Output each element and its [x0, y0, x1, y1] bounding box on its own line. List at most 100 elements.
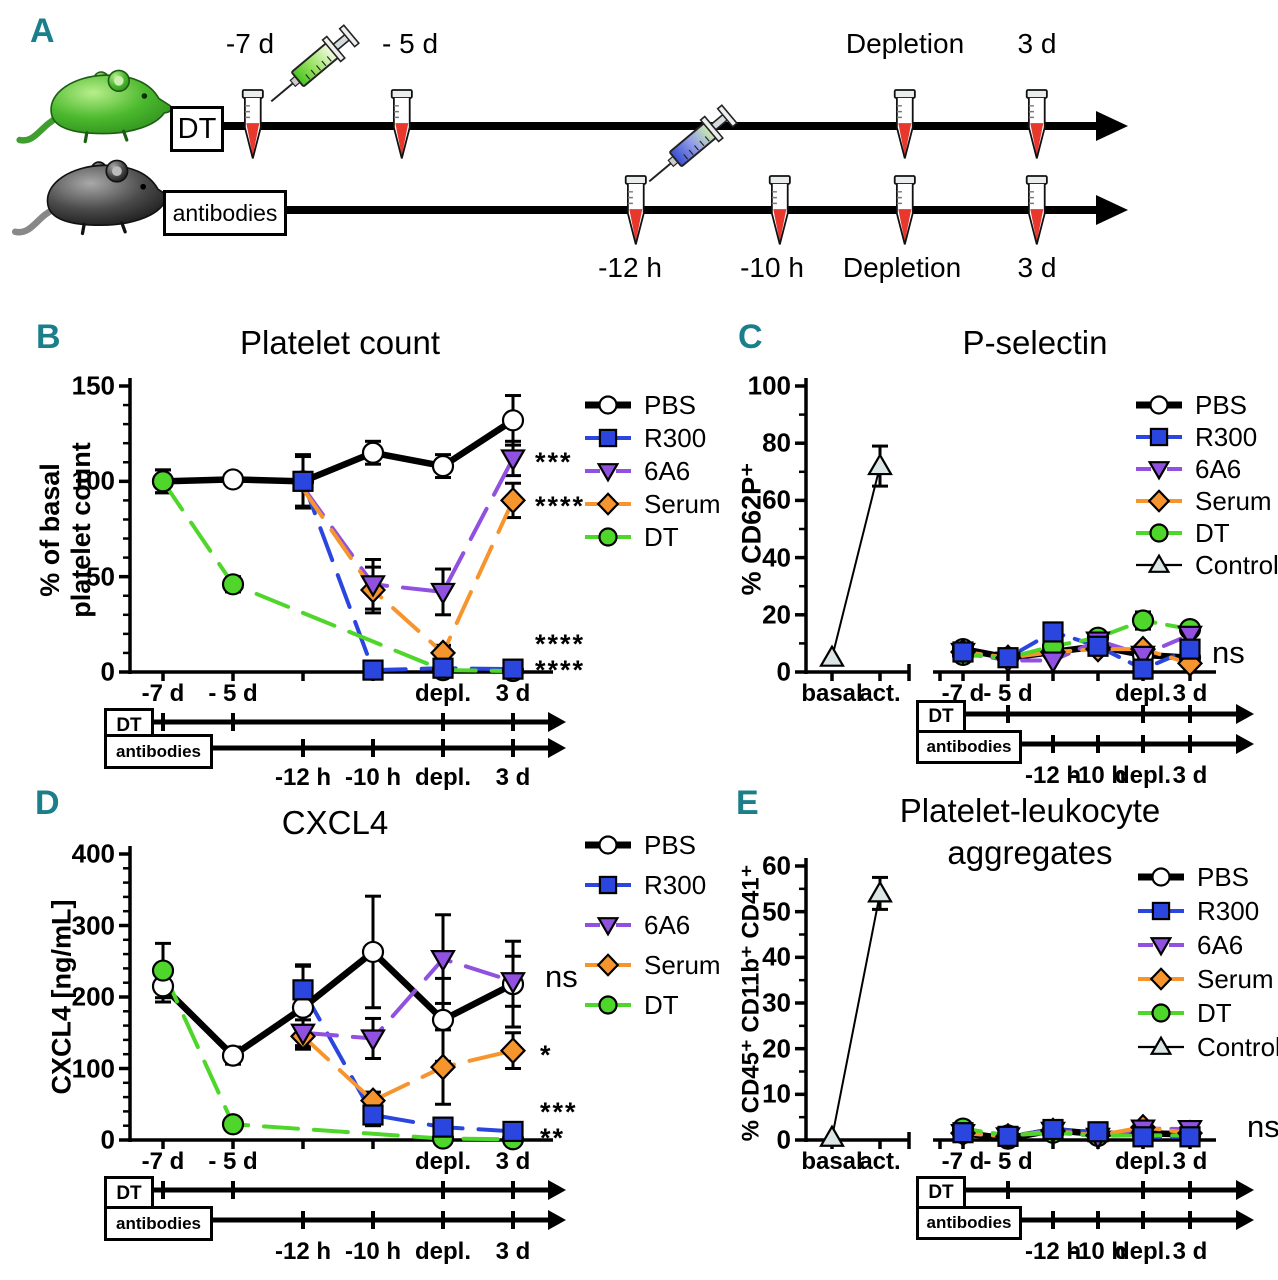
legend-label: 6A6	[644, 909, 691, 940]
timeline-tick-label: depl.	[1114, 762, 1172, 789]
legend-item-dt: DT	[1136, 517, 1230, 549]
y-tick-label: 60	[762, 850, 791, 881]
y-tick-label: 50	[762, 896, 791, 927]
panel-b-letter: B	[36, 318, 61, 356]
timeline-tick-label: 3 d	[1172, 762, 1208, 789]
timeline-dt-box: DT	[916, 700, 966, 734]
series-6A6-line	[301, 456, 515, 595]
panel-b-ylabel-line1: % of basal	[35, 463, 65, 597]
legend-item-r300: R300	[585, 869, 706, 901]
legend-item-dt: DT	[585, 989, 679, 1021]
legend-item-serum: Serum	[585, 949, 721, 981]
panel-a-letter: A	[30, 12, 55, 50]
legend-marker-icon	[1138, 1003, 1184, 1023]
series-6A6-markers	[290, 950, 526, 1052]
legend-item-dt: DT	[1138, 997, 1232, 1029]
panel-e-letter: E	[736, 784, 759, 822]
antibodies-timeline-arrow	[281, 195, 1128, 225]
x-tick-label: 3 d	[495, 1148, 531, 1175]
panel-B-plot	[119, 378, 553, 683]
legend-label: PBS	[644, 829, 697, 860]
legend-item-serum: Serum	[1138, 963, 1274, 995]
ab-timepoint-minus10h: -10 h	[740, 252, 804, 283]
legend-item-r300: R300	[1138, 895, 1259, 927]
y-tick-label: 40	[762, 542, 791, 573]
x-tick-label: -7 d	[941, 1148, 985, 1175]
dt-timepoint-minus5d: - 5 d	[381, 28, 439, 59]
y-tick-label: 400	[71, 838, 115, 869]
series-R300-markers	[952, 1118, 1201, 1148]
y-tick-label: 200	[71, 981, 115, 1012]
panel-a-diagram	[11, 22, 1128, 246]
dt-timepoint-3d: 3 d	[1017, 28, 1057, 59]
legend-item-6a6: 6A6	[1136, 453, 1241, 485]
timeline-tick-label: depl.	[1114, 1238, 1172, 1265]
timeline-dt-box: DT	[916, 1176, 966, 1210]
y-tick-label: 80	[762, 427, 791, 458]
panel-D-timelines	[148, 1180, 566, 1230]
legend-marker-icon	[1136, 395, 1182, 415]
legend-label: DT	[644, 989, 679, 1020]
timeline-tick-label: -12 h	[274, 1238, 332, 1265]
legend-label: Control	[1197, 1031, 1278, 1062]
y-tick-label: 40	[762, 941, 791, 972]
timeline-antibodies-box: antibodies	[104, 1206, 213, 1241]
x-tick-label: - 5 d	[983, 680, 1033, 707]
legend-item-serum: Serum	[585, 488, 721, 520]
significance-annotation: ****	[535, 628, 586, 659]
dt-timeline-arrow	[218, 111, 1128, 141]
legend-label: R300	[1195, 421, 1258, 452]
legend-marker-icon	[585, 953, 631, 977]
x-tick-label: depl.	[414, 1148, 472, 1175]
y-tick-label: 100	[747, 370, 791, 401]
legend-marker-icon	[585, 395, 631, 415]
legend-item-6a6: 6A6	[585, 455, 690, 487]
legend-item-dt: DT	[585, 521, 679, 553]
legend-item-pbs: PBS	[585, 389, 696, 421]
series-PBS-line	[159, 417, 517, 485]
panel-d-title: CXCL4	[281, 804, 389, 841]
legend-item-pbs: PBS	[1138, 861, 1249, 893]
panel-e-title: Platelet-leukocyte aggregates	[900, 790, 1160, 874]
series-R300-markers	[292, 979, 524, 1143]
timeline-tick-label: depl.	[414, 764, 472, 791]
legend-marker-icon	[1138, 1035, 1184, 1055]
legend-marker-icon	[1138, 901, 1184, 921]
legend-item-pbs: PBS	[1136, 389, 1247, 421]
legend-label: R300	[644, 422, 707, 453]
timeline-tick-label: 3 d	[495, 764, 531, 791]
legend-marker-icon	[585, 527, 631, 547]
dt-timepoint-minus7d: -7 d	[225, 28, 275, 59]
panel-C-timelines	[960, 704, 1254, 754]
legend-item-6a6: 6A6	[585, 909, 690, 941]
y-tick-label: 0	[776, 1124, 791, 1155]
x-tick-label: - 5 d	[208, 680, 258, 707]
y-tick-label: 20	[762, 599, 791, 630]
significance-annotation: ns	[1212, 634, 1245, 670]
legend-label: Serum	[1195, 485, 1272, 516]
legend-label: PBS	[644, 389, 697, 420]
legend-marker-icon	[1136, 489, 1182, 513]
panel-c-ylabel: % CD62P⁺	[736, 462, 767, 596]
y-tick-label: 50	[86, 561, 115, 592]
panel-C-plot	[795, 378, 1216, 681]
series-R300-markers	[292, 470, 524, 681]
legend-label: 6A6	[1195, 453, 1242, 484]
x-tick-label: depl.	[414, 680, 472, 707]
legend-item-serum: Serum	[1136, 485, 1272, 517]
x-tick-label: -7 d	[141, 1148, 185, 1175]
significance-annotation: **	[540, 1123, 566, 1154]
legend-item-r300: R300	[1136, 421, 1257, 453]
significance-annotation: ns	[1247, 1108, 1278, 1144]
dt-box-label: DT	[170, 106, 224, 152]
significance-annotation: ****	[535, 655, 586, 686]
significance-annotation: ns	[545, 959, 578, 995]
legend-marker-icon	[1138, 867, 1184, 887]
timeline-tick-label: -10 h	[1069, 1238, 1127, 1265]
mini-axis-label: act.	[859, 680, 901, 707]
legend-marker-icon	[1136, 461, 1182, 481]
timeline-antibodies-box: antibodies	[916, 1206, 1022, 1240]
legend-marker-icon	[1138, 967, 1184, 991]
